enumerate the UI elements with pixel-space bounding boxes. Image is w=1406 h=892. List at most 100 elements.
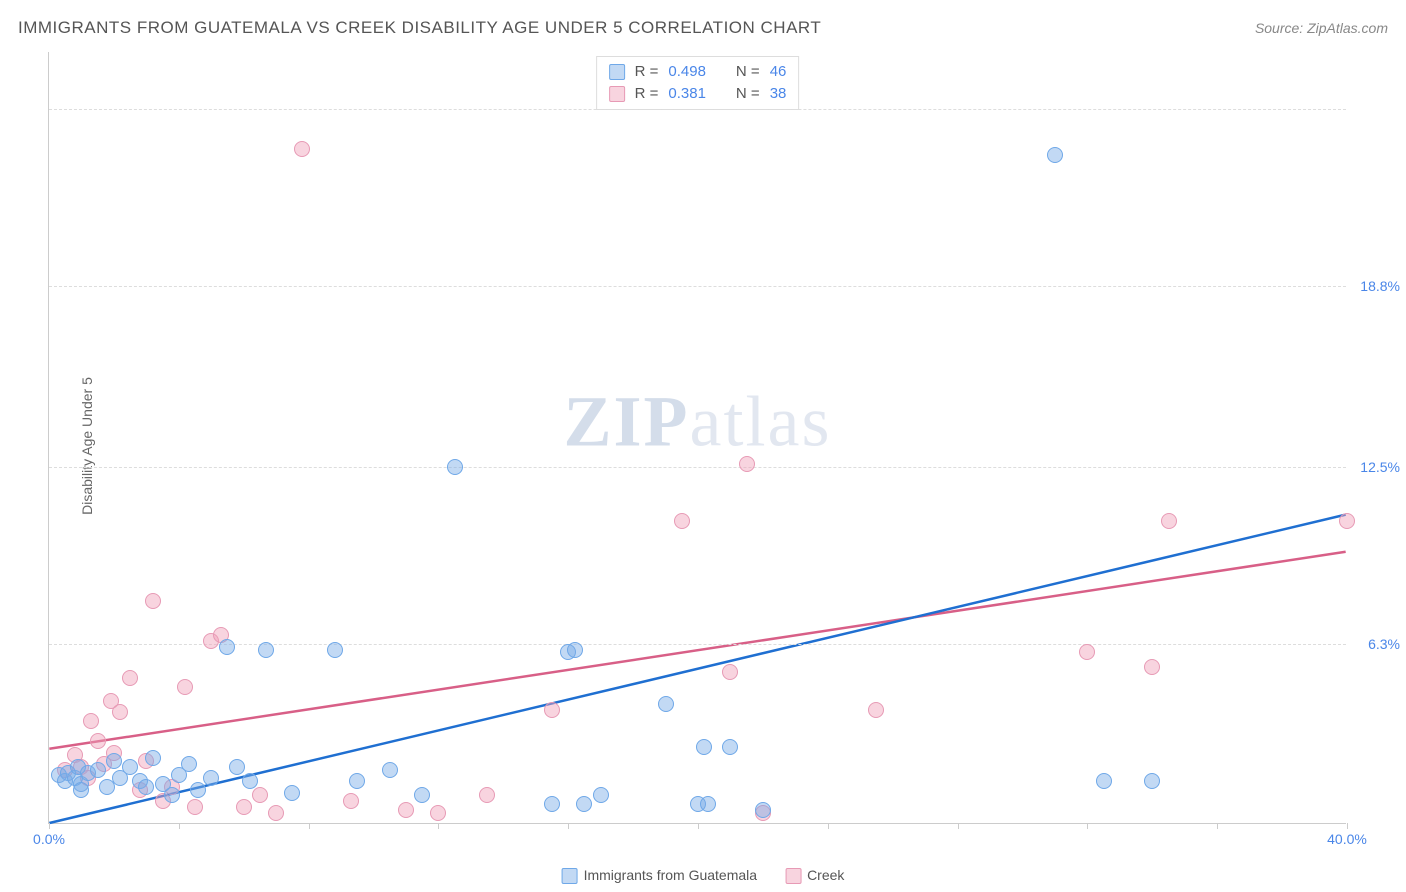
scatter-point-blue <box>122 759 138 775</box>
x-tick <box>698 823 699 829</box>
scatter-point-pink <box>1161 513 1177 529</box>
scatter-point-pink <box>868 702 884 718</box>
scatter-point-blue <box>576 796 592 812</box>
scatter-point-pink <box>236 799 252 815</box>
legend-item-blue: Immigrants from Guatemala <box>562 867 758 884</box>
scatter-point-blue <box>544 796 560 812</box>
r-label: R = <box>635 83 659 105</box>
scatter-point-blue <box>700 796 716 812</box>
scatter-point-blue <box>73 782 89 798</box>
stats-legend-box: R = 0.498 N = 46 R = 0.381 N = 38 <box>596 56 800 110</box>
gridline <box>49 109 1346 110</box>
scatter-point-blue <box>284 785 300 801</box>
trend-line-pink <box>49 552 1345 749</box>
scatter-point-pink <box>90 733 106 749</box>
scatter-point-blue <box>696 739 712 755</box>
legend-swatch-blue <box>609 64 625 80</box>
gridline <box>49 644 1346 645</box>
scatter-point-pink <box>544 702 560 718</box>
scatter-point-blue <box>722 739 738 755</box>
scatter-point-blue <box>203 770 219 786</box>
scatter-point-pink <box>674 513 690 529</box>
legend-label-blue: Immigrants from Guatemala <box>584 867 758 883</box>
scatter-point-pink <box>1079 644 1095 660</box>
r-value-blue: 0.498 <box>668 61 706 83</box>
scatter-point-pink <box>83 713 99 729</box>
header: IMMIGRANTS FROM GUATEMALA VS CREEK DISAB… <box>18 14 1388 42</box>
x-tick <box>49 823 50 829</box>
scatter-point-blue <box>164 787 180 803</box>
scatter-point-pink <box>177 679 193 695</box>
scatter-point-blue <box>145 750 161 766</box>
scatter-point-pink <box>122 670 138 686</box>
y-tick-label: 18.8% <box>1350 278 1400 294</box>
legend-bottom: Immigrants from Guatemala Creek <box>562 867 845 884</box>
scatter-point-blue <box>90 762 106 778</box>
scatter-point-pink <box>187 799 203 815</box>
n-label: N = <box>736 61 760 83</box>
x-tick-label: 40.0% <box>1327 831 1367 847</box>
scatter-point-blue <box>327 642 343 658</box>
x-tick <box>568 823 569 829</box>
gridline <box>49 467 1346 468</box>
chart-title: IMMIGRANTS FROM GUATEMALA VS CREEK DISAB… <box>18 18 821 38</box>
legend-swatch-blue <box>562 868 578 884</box>
scatter-point-blue <box>593 787 609 803</box>
legend-swatch-pink <box>609 86 625 102</box>
trend-lines-layer <box>49 52 1346 823</box>
x-tick <box>1217 823 1218 829</box>
scatter-point-blue <box>447 459 463 475</box>
stats-row-pink: R = 0.381 N = 38 <box>609 83 787 105</box>
legend-label-pink: Creek <box>807 867 844 883</box>
r-label: R = <box>635 61 659 83</box>
r-value-pink: 0.381 <box>668 83 706 105</box>
scatter-point-pink <box>1144 659 1160 675</box>
scatter-point-pink <box>268 805 284 821</box>
legend-item-pink: Creek <box>785 867 844 884</box>
x-tick <box>958 823 959 829</box>
n-label: N = <box>736 83 760 105</box>
scatter-plot-area: ZIPatlas R = 0.498 N = 46 R = 0.381 N = … <box>48 52 1346 824</box>
scatter-point-pink <box>1339 513 1355 529</box>
scatter-point-pink <box>112 704 128 720</box>
scatter-point-blue <box>349 773 365 789</box>
scatter-point-pink <box>722 664 738 680</box>
scatter-point-blue <box>242 773 258 789</box>
scatter-point-pink <box>343 793 359 809</box>
scatter-point-blue <box>1144 773 1160 789</box>
x-tick-label: 0.0% <box>33 831 65 847</box>
scatter-point-pink <box>252 787 268 803</box>
scatter-point-blue <box>567 642 583 658</box>
scatter-point-blue <box>414 787 430 803</box>
scatter-point-pink <box>739 456 755 472</box>
source-attribution: Source: ZipAtlas.com <box>1255 20 1388 36</box>
scatter-point-blue <box>382 762 398 778</box>
n-value-blue: 46 <box>770 61 787 83</box>
scatter-point-pink <box>430 805 446 821</box>
scatter-point-blue <box>658 696 674 712</box>
source-name: ZipAtlas.com <box>1307 20 1388 36</box>
n-value-pink: 38 <box>770 83 787 105</box>
scatter-point-pink <box>398 802 414 818</box>
x-tick <box>1347 823 1348 829</box>
x-tick <box>828 823 829 829</box>
x-tick <box>179 823 180 829</box>
source-prefix: Source: <box>1255 20 1307 36</box>
scatter-point-blue <box>1047 147 1063 163</box>
x-tick <box>1087 823 1088 829</box>
y-tick-label: 12.5% <box>1350 459 1400 475</box>
scatter-point-blue <box>1096 773 1112 789</box>
x-tick <box>309 823 310 829</box>
scatter-point-pink <box>145 593 161 609</box>
scatter-point-pink <box>479 787 495 803</box>
stats-row-blue: R = 0.498 N = 46 <box>609 61 787 83</box>
scatter-point-blue <box>755 802 771 818</box>
scatter-point-blue <box>219 639 235 655</box>
scatter-point-blue <box>229 759 245 775</box>
scatter-point-blue <box>181 756 197 772</box>
x-tick <box>438 823 439 829</box>
scatter-point-blue <box>106 753 122 769</box>
scatter-point-pink <box>294 141 310 157</box>
scatter-point-blue <box>138 779 154 795</box>
scatter-point-blue <box>258 642 274 658</box>
